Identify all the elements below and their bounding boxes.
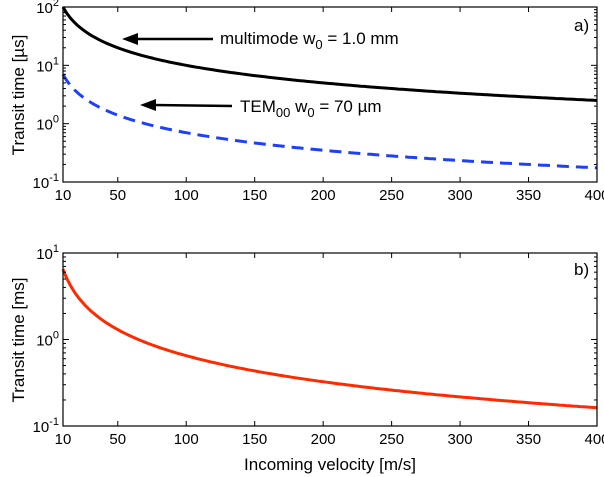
y-tick-label: 101 — [36, 243, 59, 263]
plot-frame — [62, 252, 598, 427]
x-tick-label: 200 — [311, 431, 336, 448]
x-axis-label: Incoming velocity [m/s] — [244, 455, 416, 474]
plot-frame — [62, 6, 598, 183]
panel-a-ylabel: Transit time [µs] — [9, 35, 28, 156]
x-tick-label: 400 — [584, 431, 604, 448]
panel-a: a) Transit time [µs] multimode w0 = 1.0 … — [9, 0, 604, 204]
x-tick-label: 300 — [448, 187, 473, 204]
x-tick-label: 250 — [379, 187, 404, 204]
y-tick-label: 100 — [36, 330, 59, 350]
x-tick-label: 50 — [109, 431, 126, 448]
x-tick-label: 150 — [242, 187, 267, 204]
annotation-tem00: TEM00 w0 = 70 µm — [240, 97, 382, 120]
y-tick-label: 101 — [36, 55, 59, 75]
x-tick-label: 250 — [379, 431, 404, 448]
series-line-0 — [61, 6, 598, 102]
x-tick-label: 10 — [55, 187, 72, 204]
y-tick-label: 10-1 — [33, 172, 59, 192]
x-tick-label: 400 — [584, 187, 604, 204]
x-tick-label: 200 — [311, 187, 336, 204]
x-tick-label: 100 — [174, 431, 199, 448]
x-tick-label: 300 — [448, 431, 473, 448]
x-tick-label: 50 — [109, 187, 126, 204]
panel-b-label: b) — [574, 260, 589, 279]
x-tick-label: 350 — [516, 187, 541, 204]
x-tick-label: 10 — [55, 431, 72, 448]
y-tick-label: 100 — [36, 114, 59, 134]
x-tick-label: 100 — [174, 187, 199, 204]
panel-b-ylabel: Transit time [ms] — [9, 278, 28, 403]
series-line-1 — [61, 73, 598, 170]
panel-a-label: a) — [574, 16, 589, 35]
x-tick-label: 350 — [516, 431, 541, 448]
panel-b: b) Transit time [ms] Incoming velocity [… — [9, 243, 604, 474]
annotation-multimode: multimode w0 = 1.0 mm — [220, 29, 399, 52]
y-tick-label: 102 — [36, 0, 59, 17]
series-line-0 — [61, 268, 598, 410]
arrow-tem00 — [140, 99, 233, 111]
x-tick-label: 150 — [242, 431, 267, 448]
arrow-multimode — [122, 33, 213, 45]
y-tick-label: 10-1 — [33, 416, 59, 436]
